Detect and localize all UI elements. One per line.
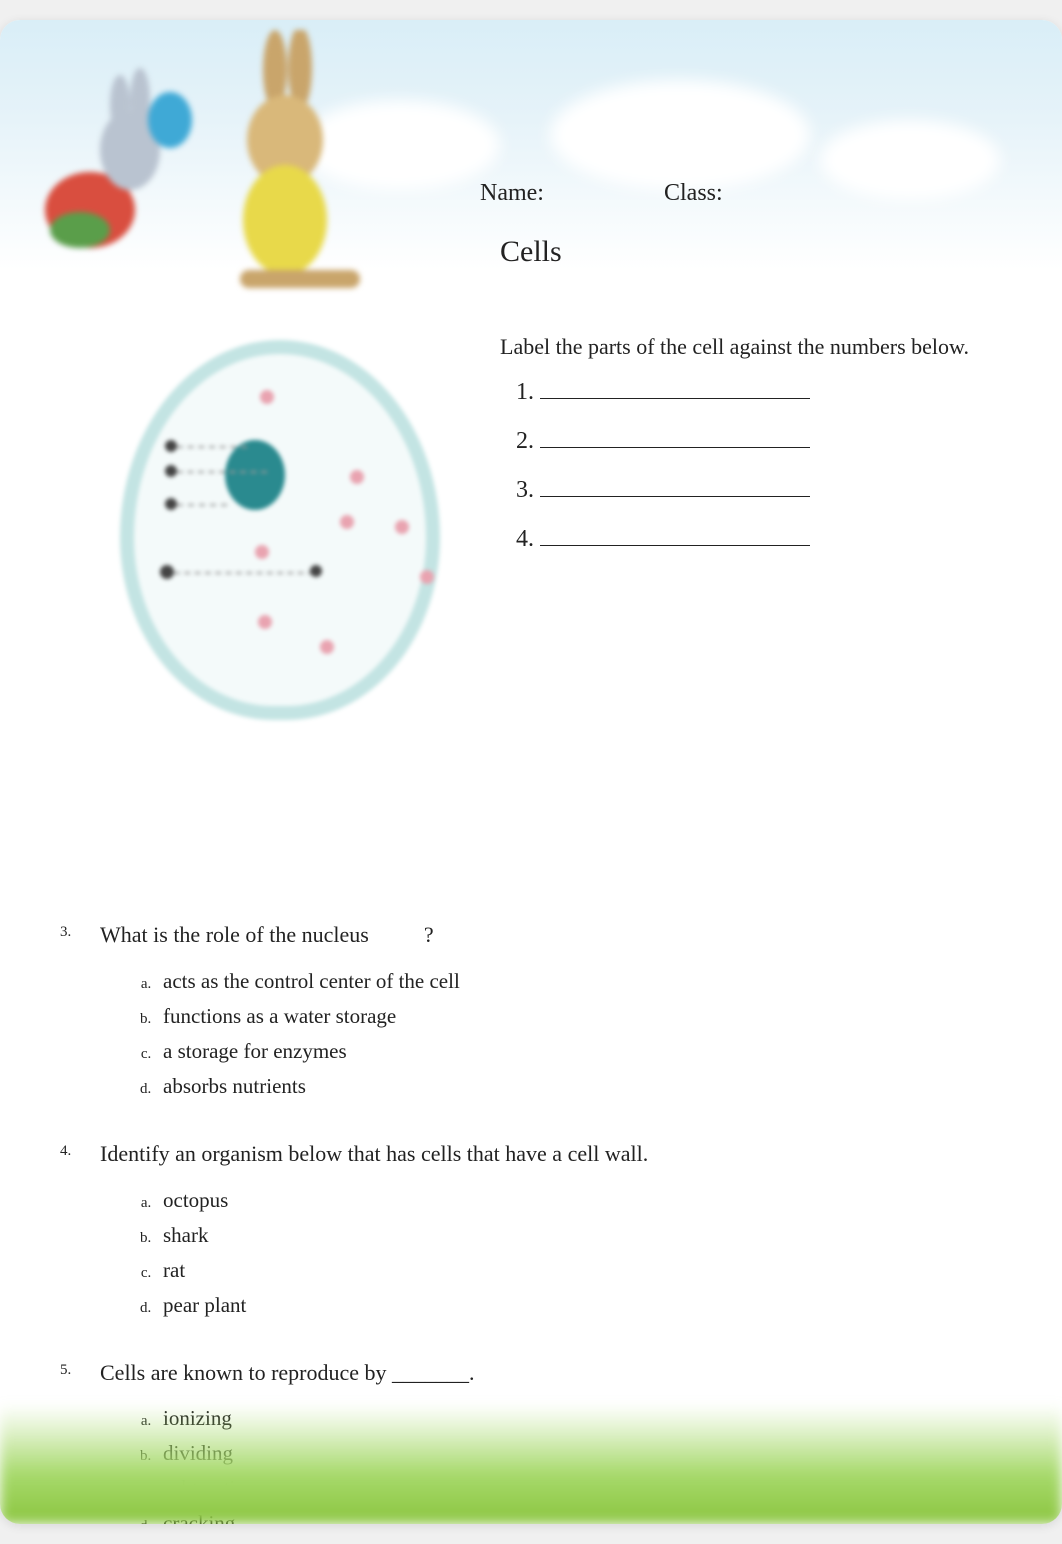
stem-text: Cells are known to reproduce by _______. [100,1360,475,1385]
option-b[interactable]: functions as a water storage [155,1004,1002,1029]
option-c[interactable]: a storage for enzymes [155,1039,1002,1064]
option-d[interactable]: absorbs nutrients [155,1074,1002,1099]
mcq-options: acts as the control center of the cell f… [155,969,1002,1099]
option-a[interactable]: octopus [155,1188,1002,1213]
leader-line [177,471,267,473]
leader-endpoint [310,565,322,577]
label-blank-1[interactable] [540,379,1002,406]
class-label: Class: [664,180,723,207]
content-area: Label the parts of the cell against the … [60,320,1002,1404]
leader-line [177,504,227,506]
leader-endpoint [165,498,177,510]
stem-text: What is the role of the nucleus [100,922,369,947]
cell-diagram [60,320,460,740]
label-blank-3[interactable] [540,477,1002,504]
question-stem: Cells are known to reproduce by _______. [100,1358,1002,1389]
organelle-dot [260,390,274,404]
stem-text: Identify an organism below that has cell… [100,1141,648,1166]
organelle-dot [255,545,269,559]
mcq-3: 3. What is the role of the nucleus ? act… [60,920,1002,1099]
leader-endpoint [160,565,174,579]
option-c[interactable]: rat [155,1258,1002,1283]
option-d[interactable]: pear plant [155,1293,1002,1318]
worksheet-page: Name: Class: Cells [0,20,1062,1524]
bunny-illustration [20,50,200,250]
worksheet-title: Cells [500,235,562,269]
question-number: 3. [60,924,71,941]
label-instruction: Label the parts of the cell against the … [500,330,1002,363]
labeling-question: Label the parts of the cell against the … [60,320,1002,740]
question-stem: Identify an organism below that has cell… [100,1139,1002,1170]
label-blank-2[interactable] [540,428,1002,455]
leader-endpoint [165,440,177,452]
organelle-dot [340,515,354,529]
question-number: 4. [60,1143,71,1160]
organelle-dot [320,640,334,654]
mcq-4: 4. Identify an organism below that has c… [60,1139,1002,1318]
cloud-shape [550,80,810,190]
organelle-dot [420,570,434,584]
question-stem: What is the role of the nucleus ? [100,920,1002,951]
bunny-illustration [200,30,360,310]
question-number: 5. [60,1362,71,1379]
option-a[interactable]: acts as the control center of the cell [155,969,1002,994]
cell-membrane [120,340,440,720]
leader-line [174,572,314,574]
cell-nucleus [225,440,285,510]
label-blank-4[interactable] [540,526,1002,553]
option-b[interactable]: shark [155,1223,1002,1248]
mcq-options: octopus shark rat pear plant [155,1188,1002,1318]
label-answer-block: Label the parts of the cell against the … [500,320,1002,740]
leader-line [177,446,247,448]
header-fields: Name: Class: [480,180,1002,207]
organelle-dot [350,470,364,484]
label-list [540,379,1002,553]
grass-background [0,1404,1062,1524]
organelle-dot [258,615,272,629]
leader-endpoint [165,465,177,477]
organelle-dot [395,520,409,534]
name-label: Name: [480,180,544,207]
stem-suffix: ? [424,922,434,947]
